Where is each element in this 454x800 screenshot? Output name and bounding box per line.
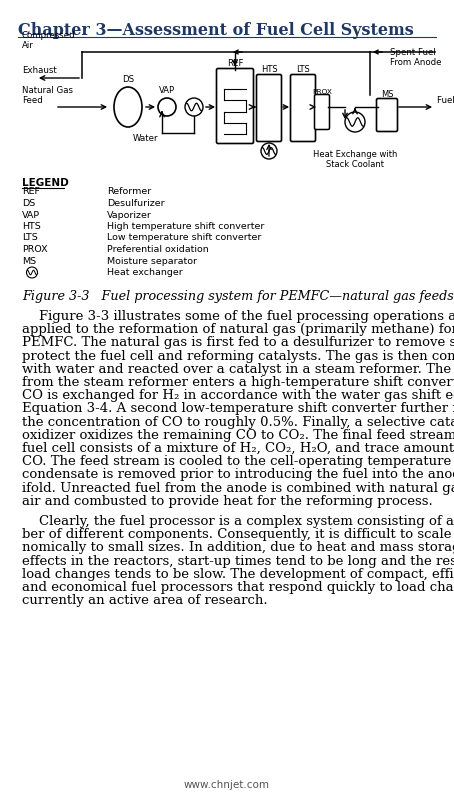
FancyBboxPatch shape	[315, 94, 330, 130]
Text: effects in the reactors, start-up times tend to be long and the response to: effects in the reactors, start-up times …	[22, 554, 454, 568]
Text: Equation 3-4. A second low-temperature shift converter further reduces: Equation 3-4. A second low-temperature s…	[22, 402, 454, 415]
Text: PROX: PROX	[22, 245, 48, 254]
Text: load changes tends to be slow. The development of compact, efficient,: load changes tends to be slow. The devel…	[22, 568, 454, 581]
Text: Natural Gas
Feed: Natural Gas Feed	[22, 86, 73, 105]
Text: HTS: HTS	[261, 65, 277, 74]
Text: nomically to small sizes. In addition, due to heat and mass storage: nomically to small sizes. In addition, d…	[22, 542, 454, 554]
FancyBboxPatch shape	[217, 69, 253, 143]
Ellipse shape	[114, 87, 142, 127]
Text: VAP: VAP	[159, 86, 175, 95]
Text: condensate is removed prior to introducing the fuel into the anode man-: condensate is removed prior to introduci…	[22, 468, 454, 482]
Text: ber of different components. Consequently, it is difficult to scale eco-: ber of different components. Consequentl…	[22, 528, 454, 541]
Text: High temperature shift converter: High temperature shift converter	[107, 222, 264, 231]
Text: LTS: LTS	[296, 65, 310, 74]
Text: Heat Exchange with
Stack Coolant: Heat Exchange with Stack Coolant	[313, 150, 397, 170]
Text: ifold. Unreacted fuel from the anode is combined with natural gas and: ifold. Unreacted fuel from the anode is …	[22, 482, 454, 494]
Text: currently an active area of research.: currently an active area of research.	[22, 594, 267, 607]
Text: Moisture separator: Moisture separator	[107, 257, 197, 266]
Text: and economical fuel processors that respond quickly to load changes is: and economical fuel processors that resp…	[22, 581, 454, 594]
Text: from the steam reformer enters a high-temperature shift converter where: from the steam reformer enters a high-te…	[22, 376, 454, 389]
Text: Compressed
Air: Compressed Air	[22, 30, 76, 50]
Text: oxidizer oxidizes the remaining CO to CO₂. The final feed stream to the: oxidizer oxidizes the remaining CO to CO…	[22, 429, 454, 442]
Text: REF: REF	[22, 187, 40, 197]
Text: Reformer: Reformer	[107, 187, 151, 197]
Text: protect the fuel cell and reforming catalysts. The gas is then combined: protect the fuel cell and reforming cata…	[22, 350, 454, 362]
Text: PEMFC. The natural gas is first fed to a desulfurizer to remove sulfur to: PEMFC. The natural gas is first fed to a…	[22, 336, 454, 350]
Text: applied to the reformation of natural gas (primarily methane) for use in a: applied to the reformation of natural ga…	[22, 323, 454, 336]
Text: MS: MS	[22, 257, 36, 266]
Text: Fuel to Anode: Fuel to Anode	[437, 96, 454, 105]
Text: www.chnjet.com: www.chnjet.com	[184, 780, 270, 790]
Text: CO. The feed stream is cooled to the cell-operating temperature and: CO. The feed stream is cooled to the cel…	[22, 455, 454, 468]
Text: the concentration of CO to roughly 0.5%. Finally, a selective catalytic: the concentration of CO to roughly 0.5%.…	[22, 416, 454, 429]
Text: fuel cell consists of a mixture of H₂, CO₂, H₂O, and trace amounts of: fuel cell consists of a mixture of H₂, C…	[22, 442, 454, 455]
Text: LEGEND: LEGEND	[22, 178, 69, 188]
Text: DS: DS	[22, 199, 35, 208]
Text: Clearly, the fuel processor is a complex system consisting of a num-: Clearly, the fuel processor is a complex…	[22, 515, 454, 528]
Text: CO is exchanged for H₂ in accordance with the water gas shift equation,: CO is exchanged for H₂ in accordance wit…	[22, 389, 454, 402]
FancyBboxPatch shape	[376, 98, 398, 131]
Text: DS: DS	[122, 75, 134, 84]
Text: Figure 3-3   Fuel processing system for PEMFC—natural gas feedstock.: Figure 3-3 Fuel processing system for PE…	[22, 290, 454, 303]
Text: PROX: PROX	[312, 89, 332, 95]
Text: VAP: VAP	[22, 210, 40, 219]
Text: LTS: LTS	[22, 234, 38, 242]
Text: Exhaust: Exhaust	[22, 66, 57, 75]
Text: Preferential oxidation: Preferential oxidation	[107, 245, 209, 254]
Text: with water and reacted over a catalyst in a steam reformer. The effluent: with water and reacted over a catalyst i…	[22, 363, 454, 376]
Text: Vaporizer: Vaporizer	[107, 210, 152, 219]
Text: Low temperature shift converter: Low temperature shift converter	[107, 234, 262, 242]
Text: Spent Fuel
From Anode: Spent Fuel From Anode	[390, 48, 441, 67]
FancyBboxPatch shape	[257, 74, 281, 142]
FancyBboxPatch shape	[291, 74, 316, 142]
Text: MS: MS	[381, 90, 393, 99]
Text: Chapter 3—Assessment of Fuel Cell Systems: Chapter 3—Assessment of Fuel Cell System…	[18, 22, 414, 39]
Text: Figure 3-3 illustrates some of the fuel processing operations as: Figure 3-3 illustrates some of the fuel …	[22, 310, 454, 323]
Text: Desulfurizer: Desulfurizer	[107, 199, 165, 208]
Text: REF: REF	[227, 59, 243, 68]
Text: Heat exchanger: Heat exchanger	[107, 268, 183, 277]
Text: Water: Water	[133, 134, 158, 143]
Text: HTS: HTS	[22, 222, 41, 231]
Text: air and combusted to provide heat for the reforming process.: air and combusted to provide heat for th…	[22, 494, 433, 508]
